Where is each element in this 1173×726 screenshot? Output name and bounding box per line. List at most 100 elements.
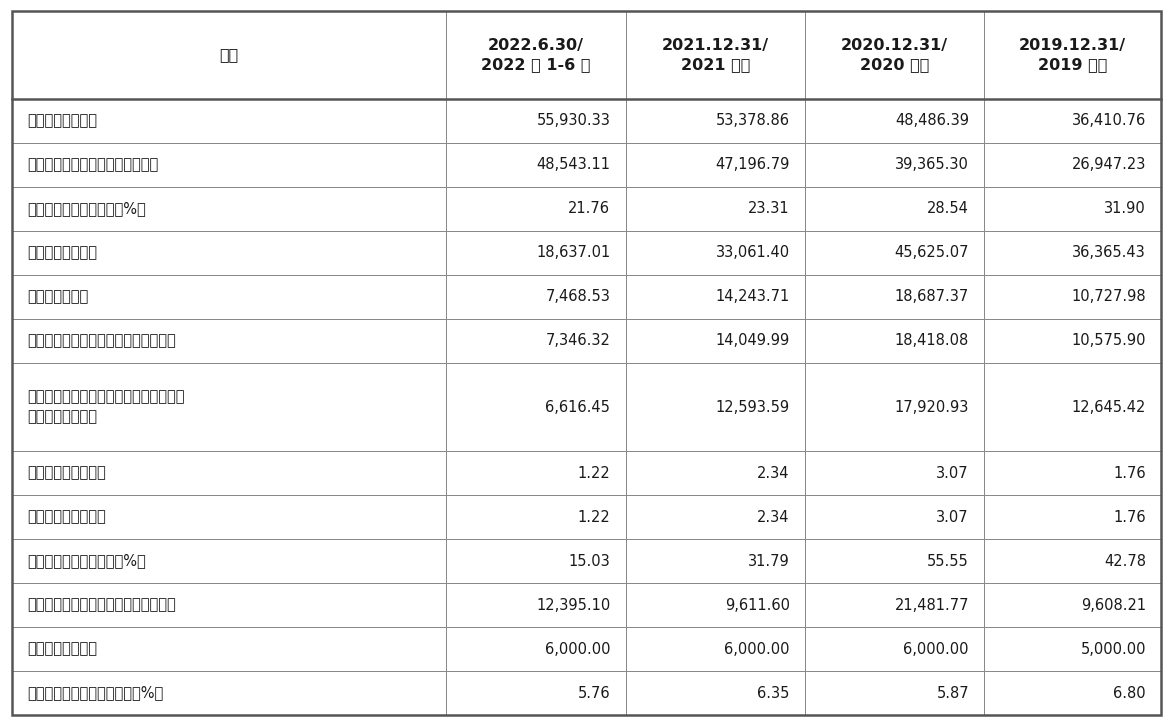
Text: 1.22: 1.22 xyxy=(577,465,610,481)
Text: 6,616.45: 6,616.45 xyxy=(545,399,610,415)
Polygon shape xyxy=(625,187,805,231)
Text: 加权平均净资产收益率（%）: 加权平均净资产收益率（%） xyxy=(27,553,145,568)
Polygon shape xyxy=(984,319,1161,363)
Text: 12,645.42: 12,645.42 xyxy=(1072,399,1146,415)
Text: 47,196.79: 47,196.79 xyxy=(716,158,789,173)
Polygon shape xyxy=(446,495,625,539)
Polygon shape xyxy=(12,671,446,715)
Text: 现金分红（万元）: 现金分红（万元） xyxy=(27,642,97,656)
Text: 55,930.33: 55,930.33 xyxy=(536,113,610,129)
Polygon shape xyxy=(446,99,625,143)
Polygon shape xyxy=(984,671,1161,715)
Polygon shape xyxy=(625,143,805,187)
Polygon shape xyxy=(12,99,446,143)
Polygon shape xyxy=(12,627,446,671)
Text: 7,346.32: 7,346.32 xyxy=(545,333,610,348)
Polygon shape xyxy=(625,583,805,627)
Text: 48,543.11: 48,543.11 xyxy=(536,158,610,173)
Text: 2021.12.31/
2021 年度: 2021.12.31/ 2021 年度 xyxy=(662,38,768,73)
Polygon shape xyxy=(446,231,625,275)
Polygon shape xyxy=(12,495,446,539)
Polygon shape xyxy=(12,451,446,495)
Text: 6.35: 6.35 xyxy=(758,685,789,701)
Polygon shape xyxy=(446,627,625,671)
Text: 23.31: 23.31 xyxy=(748,201,789,216)
Polygon shape xyxy=(446,11,625,99)
Polygon shape xyxy=(625,627,805,671)
Polygon shape xyxy=(446,539,625,583)
Polygon shape xyxy=(625,231,805,275)
Text: 21,481.77: 21,481.77 xyxy=(895,597,969,613)
Polygon shape xyxy=(12,143,446,187)
Polygon shape xyxy=(805,583,984,627)
Polygon shape xyxy=(446,451,625,495)
Text: 9,611.60: 9,611.60 xyxy=(725,597,789,613)
Text: 21.76: 21.76 xyxy=(569,201,610,216)
Polygon shape xyxy=(625,671,805,715)
Text: 31.90: 31.90 xyxy=(1104,201,1146,216)
Polygon shape xyxy=(805,495,984,539)
Polygon shape xyxy=(625,275,805,319)
Text: 48,486.39: 48,486.39 xyxy=(895,113,969,129)
Polygon shape xyxy=(984,495,1161,539)
Text: 18,637.01: 18,637.01 xyxy=(536,245,610,261)
Text: 项目: 项目 xyxy=(219,47,238,62)
Polygon shape xyxy=(984,275,1161,319)
Text: 2022.6.30/
2022 年 1-6 月: 2022.6.30/ 2022 年 1-6 月 xyxy=(481,38,591,73)
Text: 2.34: 2.34 xyxy=(757,465,789,481)
Text: 研发投入占营业收入的比例（%）: 研发投入占营业收入的比例（%） xyxy=(27,685,163,701)
Polygon shape xyxy=(12,231,446,275)
Text: 净利润（万元）: 净利润（万元） xyxy=(27,290,88,304)
Text: 5,000.00: 5,000.00 xyxy=(1080,642,1146,656)
Text: 12,593.59: 12,593.59 xyxy=(716,399,789,415)
Text: 6,000.00: 6,000.00 xyxy=(544,642,610,656)
Polygon shape xyxy=(805,187,984,231)
Text: 3.07: 3.07 xyxy=(936,510,969,525)
Text: 3.07: 3.07 xyxy=(936,465,969,481)
Polygon shape xyxy=(446,671,625,715)
Text: 基本每股收益（元）: 基本每股收益（元） xyxy=(27,465,106,481)
Polygon shape xyxy=(625,495,805,539)
Text: 18,687.37: 18,687.37 xyxy=(895,290,969,304)
Polygon shape xyxy=(805,363,984,451)
Text: 14,049.99: 14,049.99 xyxy=(716,333,789,348)
Text: 2.34: 2.34 xyxy=(757,510,789,525)
Polygon shape xyxy=(984,143,1161,187)
Text: 6,000.00: 6,000.00 xyxy=(903,642,969,656)
Text: 1.76: 1.76 xyxy=(1113,465,1146,481)
Text: 7,468.53: 7,468.53 xyxy=(545,290,610,304)
Polygon shape xyxy=(805,99,984,143)
Polygon shape xyxy=(805,539,984,583)
Polygon shape xyxy=(12,319,446,363)
Polygon shape xyxy=(805,671,984,715)
Text: 2020.12.31/
2020 年度: 2020.12.31/ 2020 年度 xyxy=(841,38,948,73)
Text: 53,378.86: 53,378.86 xyxy=(716,113,789,129)
Text: 5.76: 5.76 xyxy=(578,685,610,701)
Polygon shape xyxy=(446,583,625,627)
Text: 28.54: 28.54 xyxy=(927,201,969,216)
Polygon shape xyxy=(446,319,625,363)
Polygon shape xyxy=(625,11,805,99)
Text: 12,395.10: 12,395.10 xyxy=(536,597,610,613)
Polygon shape xyxy=(984,231,1161,275)
Text: 33,061.40: 33,061.40 xyxy=(716,245,789,261)
Text: 归属于母公司所有者权益（万元）: 归属于母公司所有者权益（万元） xyxy=(27,158,158,173)
Polygon shape xyxy=(446,275,625,319)
Text: 经营活动产生的现金流量净额（万元）: 经营活动产生的现金流量净额（万元） xyxy=(27,597,176,613)
Polygon shape xyxy=(12,187,446,231)
Text: 归属于母公司所有者的净利润（万元）: 归属于母公司所有者的净利润（万元） xyxy=(27,333,176,348)
Text: 31.79: 31.79 xyxy=(748,553,789,568)
Polygon shape xyxy=(12,11,446,99)
Polygon shape xyxy=(625,99,805,143)
Text: 资产负债率（母公司）（%）: 资产负债率（母公司）（%） xyxy=(27,201,145,216)
Polygon shape xyxy=(805,275,984,319)
Text: 17,920.93: 17,920.93 xyxy=(895,399,969,415)
Polygon shape xyxy=(12,363,446,451)
Polygon shape xyxy=(984,627,1161,671)
Polygon shape xyxy=(984,11,1161,99)
Text: 15.03: 15.03 xyxy=(569,553,610,568)
Polygon shape xyxy=(625,363,805,451)
Polygon shape xyxy=(12,539,446,583)
Polygon shape xyxy=(805,143,984,187)
Polygon shape xyxy=(805,319,984,363)
